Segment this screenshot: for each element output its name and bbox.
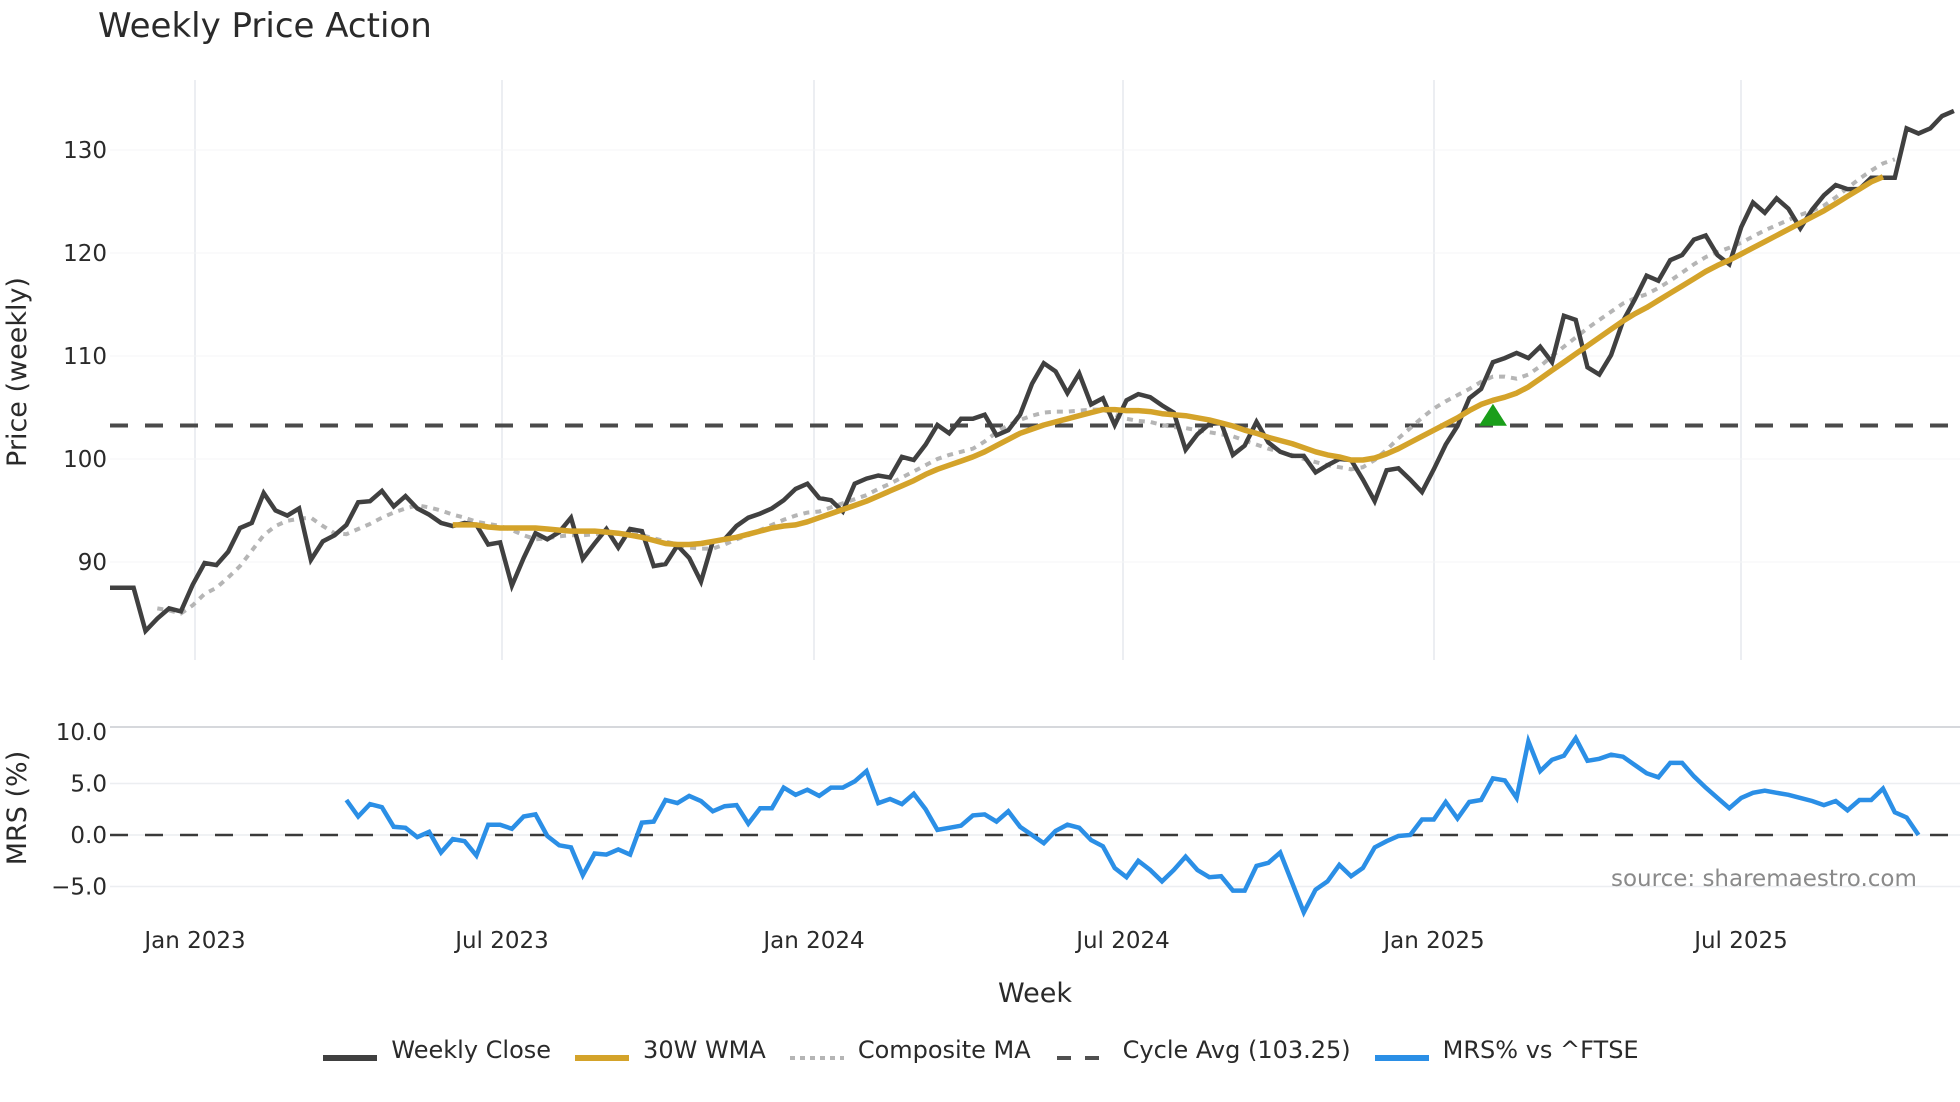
legend: Weekly Close 30W WMA Composite MA Cycle … <box>0 1036 1960 1064</box>
mrs-line <box>344 733 1921 918</box>
buy-signal-triangle-icon <box>1478 403 1507 426</box>
legend-label: MRS% vs ^FTSE <box>1442 1036 1639 1064</box>
legend-item-composite-ma[interactable]: Composite MA <box>788 1036 1031 1064</box>
legend-item-30w-wma[interactable]: 30W WMA <box>573 1036 766 1064</box>
wma-swatch-icon <box>573 1043 631 1061</box>
x-axis-title: Week <box>998 978 1072 1009</box>
x-tick-label: Jul 2025 <box>1692 928 1788 954</box>
x-tick-label: Jan 2025 <box>1381 928 1484 954</box>
price-panel-grid <box>110 80 1960 660</box>
legend-item-weekly-close[interactable]: Weekly Close <box>321 1036 551 1064</box>
legend-item-cycle-avg[interactable]: Cycle Avg (103.25) <box>1053 1036 1351 1064</box>
price-y-tick-label: 100 <box>63 447 107 473</box>
legend-label: 30W WMA <box>643 1036 766 1064</box>
x-tick-label: Jul 2024 <box>1074 928 1170 954</box>
legend-label: Cycle Avg (103.25) <box>1122 1036 1351 1064</box>
weekly-close-swatch-icon <box>321 1043 379 1061</box>
price-y-tick-label: 120 <box>63 241 107 267</box>
composite-ma-line <box>156 157 1896 616</box>
x-tick-label: Jan 2023 <box>142 928 245 954</box>
x-tick-label: Jan 2024 <box>761 928 864 954</box>
chart-title: Weekly Price Action <box>98 6 432 46</box>
mrs-swatch-icon <box>1373 1043 1431 1061</box>
price-y-tick-label: 110 <box>63 344 107 370</box>
legend-item-mrs[interactable]: MRS% vs ^FTSE <box>1373 1036 1639 1064</box>
mrs-y-tick-label: −5.0 <box>51 875 107 901</box>
mrs-y-tick-label: 0.0 <box>70 823 107 849</box>
price-y-tick-label: 130 <box>63 138 107 164</box>
mrs-y-tick-label: 10.0 <box>56 720 107 746</box>
x-axis-ticks: Jan 2023 Jul 2023 Jan 2024 Jul 2024 Jan 2025… <box>142 928 1787 954</box>
legend-label: Composite MA <box>857 1036 1031 1064</box>
weekly-close-line <box>110 108 1955 636</box>
x-tick-label: Jul 2023 <box>453 928 549 954</box>
mrs-y-axis-title: MRS (%) <box>2 751 33 866</box>
mrs-series <box>110 733 1960 918</box>
price-y-axis-title: Price (weekly) <box>2 277 33 467</box>
mrs-y-axis-ticks: 10.0 5.0 0.0 −5.0 <box>51 720 107 901</box>
mrs-panel-grid <box>110 726 1960 888</box>
price-y-tick-label: 90 <box>78 550 107 576</box>
source-annotation: source: sharemaestro.com <box>1611 866 1917 892</box>
price-series <box>110 108 1960 636</box>
legend-label: Weekly Close <box>391 1036 552 1064</box>
mrs-y-tick-label: 5.0 <box>70 772 107 798</box>
composite-ma-swatch-icon <box>788 1043 846 1060</box>
cycle-avg-swatch-icon <box>1053 1043 1111 1060</box>
wma-line <box>452 174 1885 548</box>
price-y-axis-ticks: 90 100 110 120 130 <box>63 138 107 576</box>
